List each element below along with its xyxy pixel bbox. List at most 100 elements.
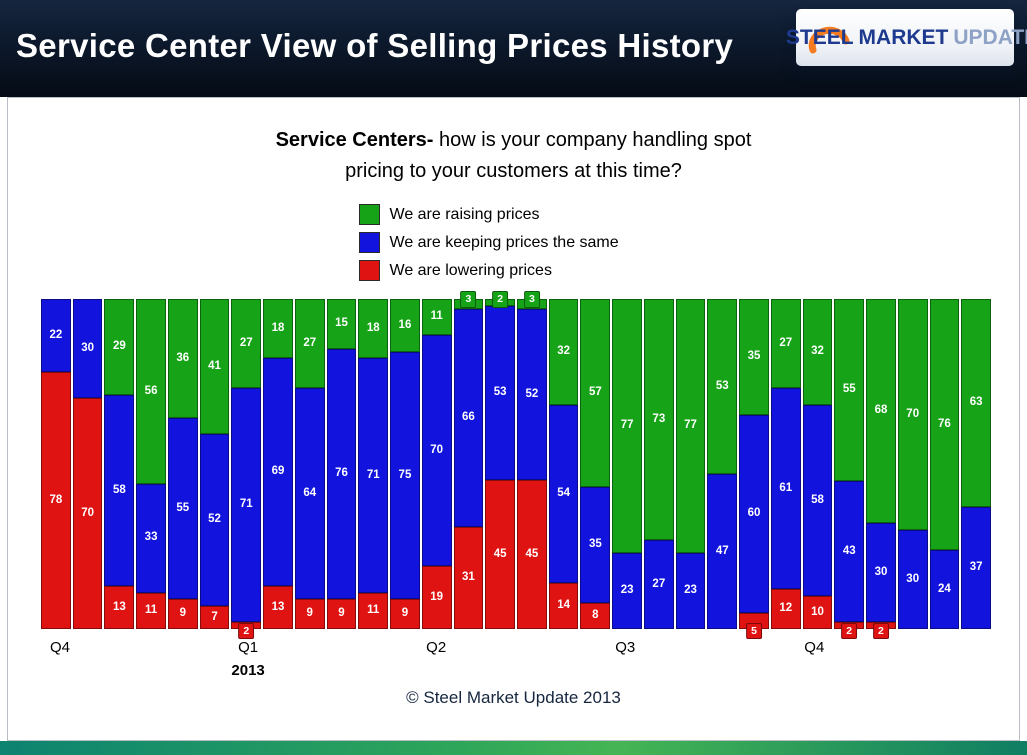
bar-segment: 37: [961, 506, 992, 629]
bar-segment: 66: [453, 308, 484, 527]
bar-segment: 30: [72, 299, 103, 398]
bar-segment: 9: [294, 599, 325, 629]
bar-value-label: 68: [874, 404, 888, 417]
bar-value-label: 10: [811, 605, 824, 618]
bar-value-label: 35: [588, 538, 602, 551]
bar-column: 36 55 9: [167, 299, 198, 629]
bar-column: 57 35 8: [580, 299, 611, 629]
bar-segment: 60: [739, 414, 769, 613]
bar-column: 22 78: [41, 299, 71, 629]
bar-segment: 11: [358, 592, 389, 629]
bar-segment: 45: [485, 480, 516, 629]
chart-title-bold: Service Centers-: [275, 129, 434, 151]
bar-segment: 35: [739, 299, 769, 415]
bar-segment: 11: [136, 592, 166, 629]
bar-value-label: 16: [398, 318, 412, 331]
bar-segment: 8: [580, 602, 611, 629]
bar-column: 3 52 45: [517, 291, 547, 629]
bar-segment: 70: [897, 299, 928, 530]
legend-label: We are lowering prices: [389, 261, 552, 279]
bar-column: 30 70: [72, 299, 103, 629]
bar-segment: 76: [929, 299, 960, 550]
bar-segment: 7: [199, 605, 230, 629]
bar-segment: 16: [390, 299, 420, 352]
bar-chart-bars: 22 78 30 70 29 58 13 56 33 11 36 55 9 41 52 7 27 71 2 18 69 1…: [41, 291, 992, 639]
bar-value-label: 29: [112, 340, 126, 353]
bar-value-label: 15: [335, 317, 348, 329]
bar-segment: 30: [897, 530, 928, 629]
bar-value-label: 19: [430, 590, 444, 603]
bar-segment: 68: [866, 299, 896, 524]
bar-value-label: 9: [338, 607, 345, 620]
bar-value-label: 14: [557, 599, 571, 612]
bar-value-label: 53: [715, 379, 729, 392]
bar-value-label: 70: [81, 506, 94, 519]
bar-column: 2 53 45: [485, 291, 516, 629]
bar-segment: 27: [294, 299, 325, 389]
bar-value-label: 27: [779, 336, 793, 349]
bar-segment: 36: [167, 299, 198, 418]
bar-column: 16 75 9: [390, 299, 420, 629]
bar-column: 27 71 2: [231, 299, 262, 639]
bar-segment: 19: [421, 566, 452, 629]
bar-value-label: 13: [112, 600, 126, 613]
bar-value-label: 30: [874, 566, 888, 579]
bar-segment: 41: [199, 299, 230, 435]
bar-value-label: 76: [335, 467, 348, 480]
bar-value-label: 73: [652, 412, 666, 425]
bar-value-label: 9: [306, 607, 313, 620]
bar-column: 27 64 9: [294, 299, 325, 629]
bar-column: 27 61 12: [770, 299, 801, 629]
chart-title-line2: pricing to your customers at this time?: [345, 160, 682, 182]
bar-value-label: 12: [779, 602, 793, 615]
bar-value-label: 69: [271, 465, 285, 478]
bar-segment: 70: [72, 398, 103, 629]
bar-segment: 77: [675, 299, 706, 554]
bar-segment: 12: [770, 589, 801, 629]
bar-value-label: 37: [969, 561, 983, 574]
bar-segment: 47: [707, 473, 738, 629]
bar-segment: 9: [390, 599, 420, 629]
bar-value-label: 8: [592, 609, 599, 622]
bar-segment: 11: [421, 299, 452, 336]
bar-column: 32 58 10: [802, 299, 833, 629]
bar-segment: 70: [421, 335, 452, 567]
bar-column: 55 43 2: [834, 299, 865, 639]
bar-segment: 24: [929, 549, 960, 629]
bar-segment: 61: [770, 388, 801, 590]
bar-segment: 15: [326, 299, 357, 349]
x-axis: Q4 Q1 2013 Q2 Q3 Q4: [41, 629, 991, 687]
legend: We are raising prices We are keeping pric…: [358, 204, 669, 281]
legend-item: We are lowering prices: [358, 260, 669, 281]
chart-title: Service Centers- how is your company han…: [8, 125, 1019, 187]
bar-chart: 22 78 30 70 29 58 13 56 33 11 36 55 9 41 52 7 27 71 2 18 69 1…: [41, 291, 992, 639]
bar-value-label: 70: [430, 444, 444, 457]
bar-value-label: 9: [401, 607, 409, 620]
bar-value-label: 45: [525, 547, 539, 560]
bar-value-label: 55: [176, 501, 190, 514]
bar-column: 77 23: [675, 299, 706, 629]
bar-column: 18 69 13: [263, 299, 293, 629]
bar-value-label: 58: [112, 483, 126, 496]
chart-title-line1-rest: how is your company handling spot: [433, 129, 752, 151]
bar-column: 73 27: [643, 299, 674, 629]
bar-segment: 45: [517, 480, 547, 629]
bar-value-label: 52: [208, 513, 221, 526]
bar-column: 68 30 2: [866, 299, 896, 639]
bar-value-label: 66: [462, 411, 475, 424]
bar-value-label: 41: [208, 359, 221, 372]
bar-column: 53 47: [707, 299, 738, 629]
legend-item: We are keeping prices the same: [358, 232, 669, 253]
bar-value-label: 27: [652, 577, 666, 590]
bar-segment: 35: [580, 487, 611, 603]
bar-segment: 13: [104, 586, 135, 629]
bar-column: 77 23: [612, 299, 642, 629]
bar-callout-label: 3: [460, 291, 477, 308]
bar-segment: 10: [802, 595, 833, 629]
bar-value-label: 53: [493, 386, 507, 399]
content-panel: Service Centers- how is your company han…: [7, 97, 1020, 741]
x-axis-label: Q1: [238, 639, 259, 656]
page-title: Service Center View of Selling Prices Hi…: [16, 26, 734, 64]
bar-segment: 23: [675, 553, 706, 629]
bar-segment: 32: [548, 299, 579, 405]
